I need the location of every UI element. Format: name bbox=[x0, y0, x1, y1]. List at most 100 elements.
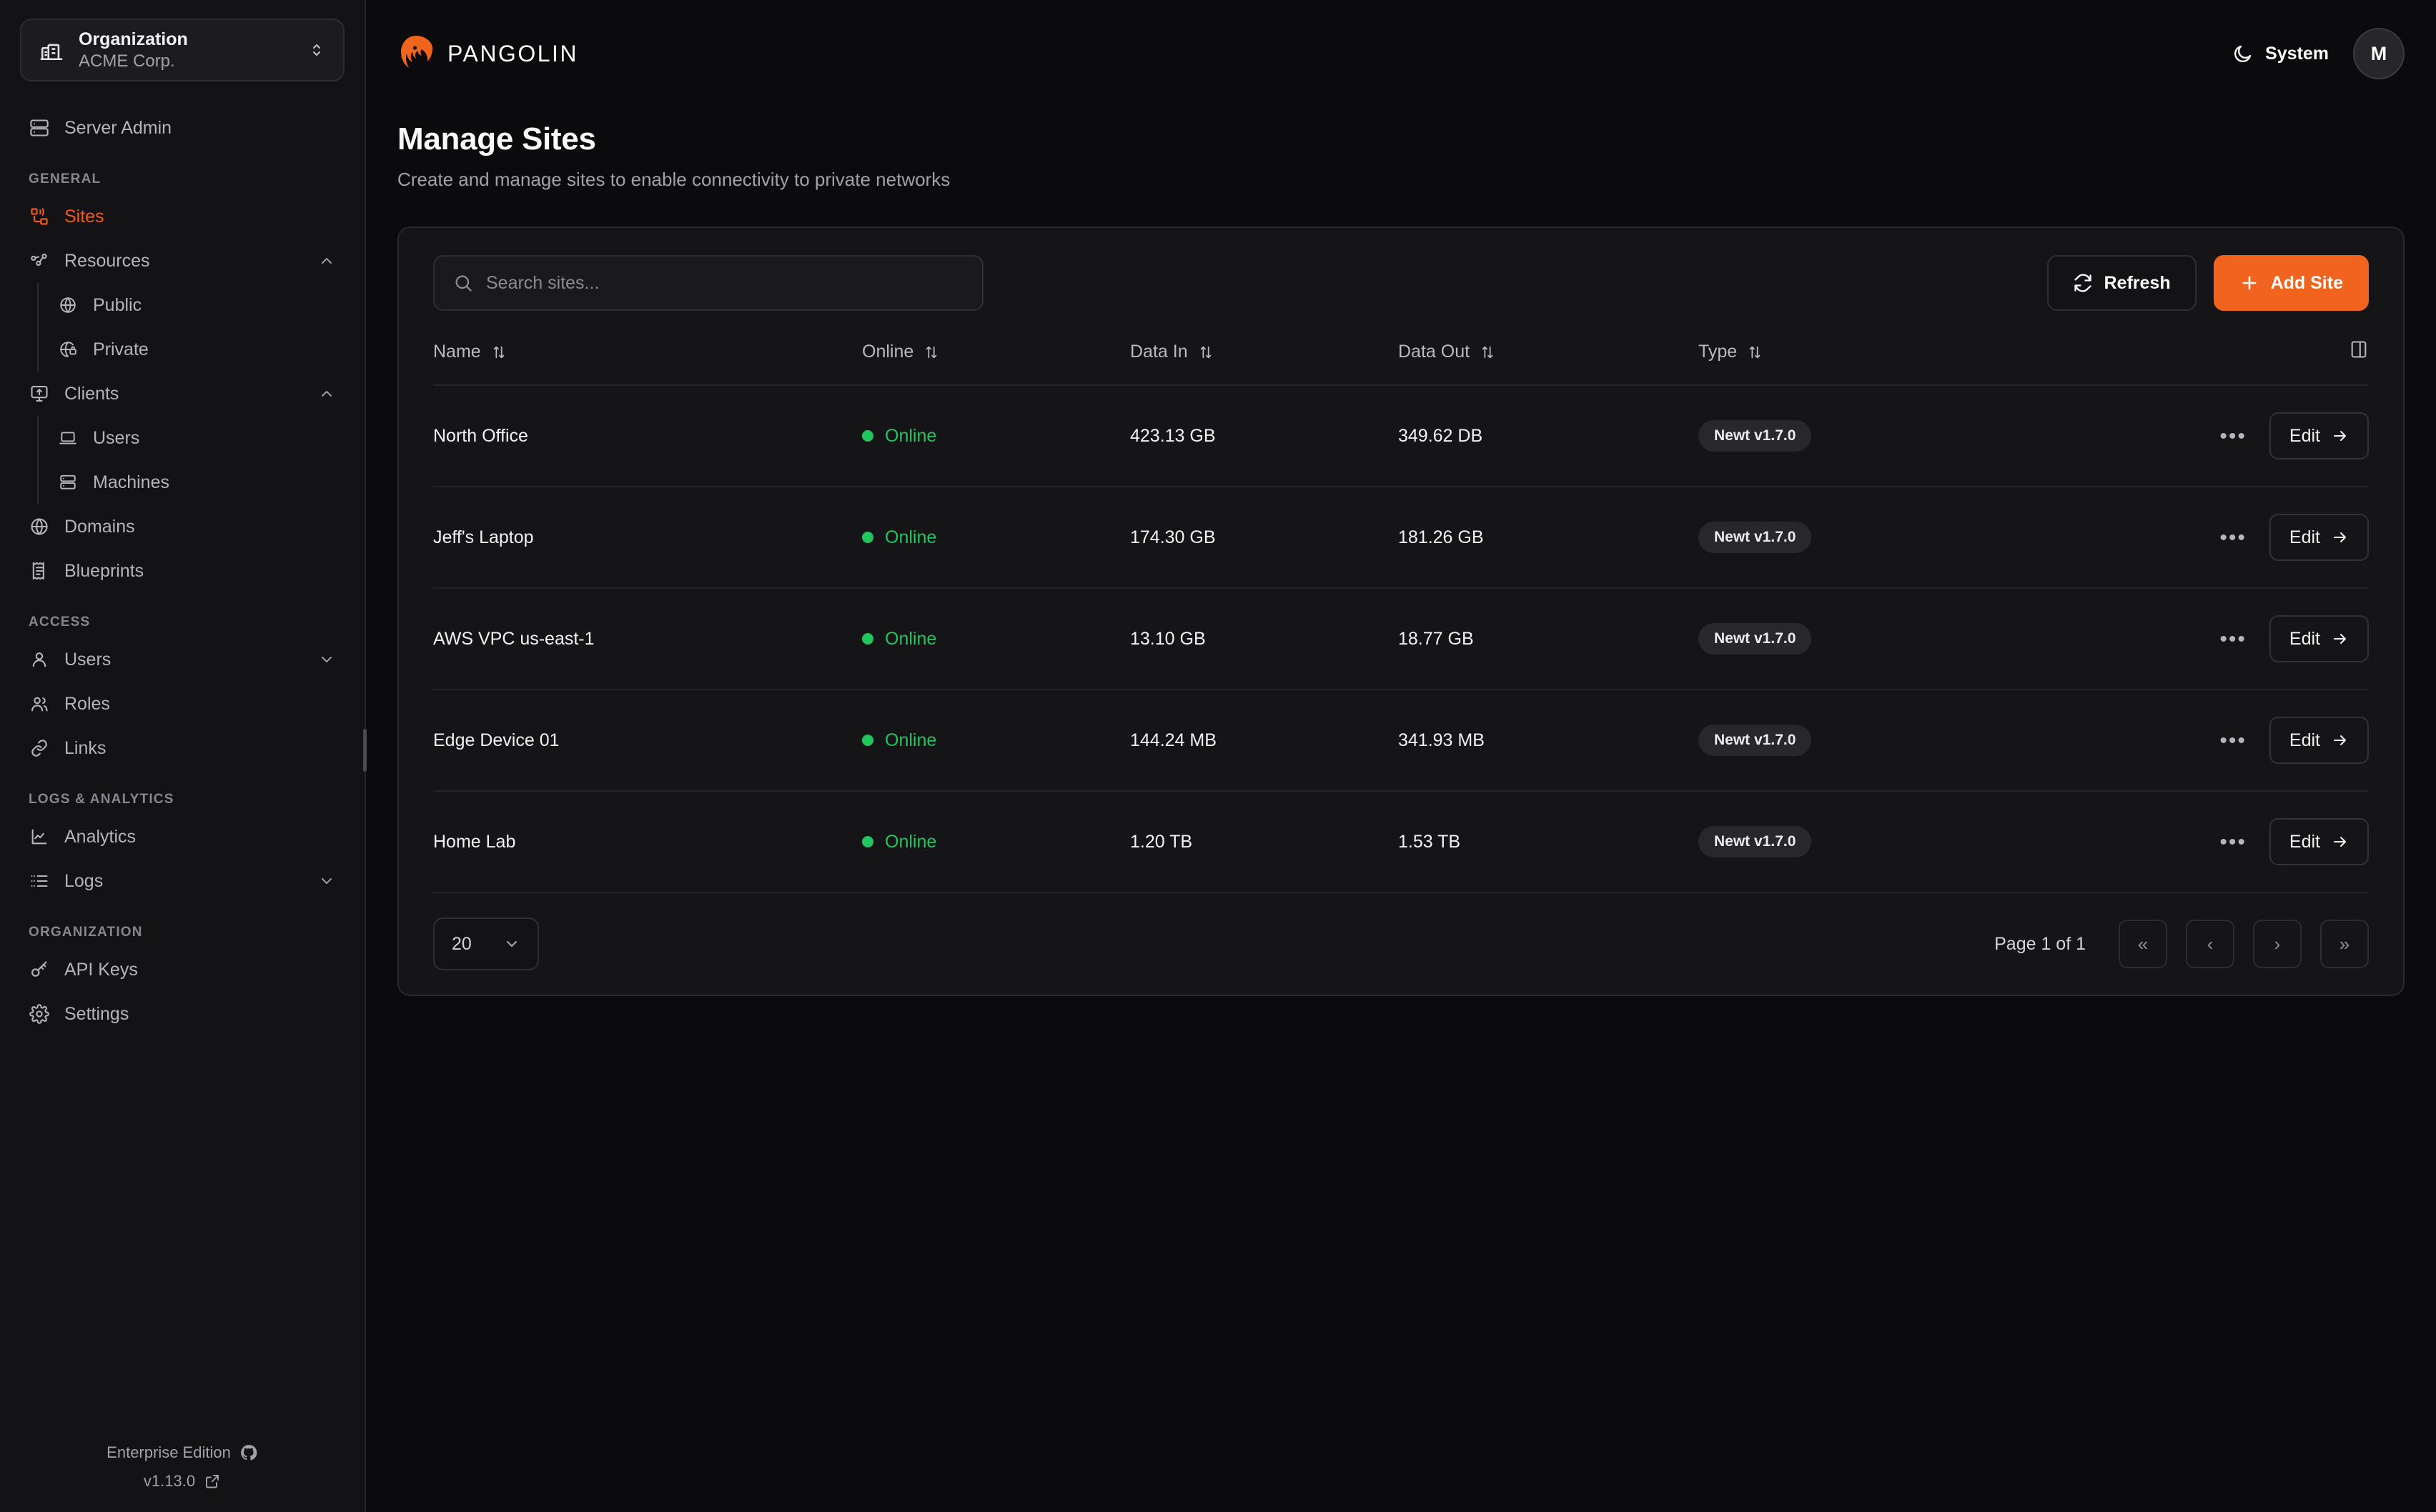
avatar[interactable]: M bbox=[2353, 28, 2405, 79]
table-row[interactable]: AWS VPC us-east-1 Online 13.10 GB 18.77 … bbox=[433, 588, 2369, 690]
column-label: Type bbox=[1698, 342, 1738, 362]
brand-logo[interactable]: PANGOLIN bbox=[397, 34, 578, 73]
sidebar-item-private[interactable]: Private bbox=[39, 327, 346, 372]
sort-icon bbox=[1747, 344, 1763, 360]
theme-label: System bbox=[2265, 43, 2329, 64]
pagination: 20 Page 1 of 1 « ‹ › » bbox=[433, 917, 2369, 970]
cell-data-in: 13.10 GB bbox=[1130, 588, 1398, 690]
column-header-online[interactable]: Online bbox=[862, 339, 1130, 386]
sites-table: Name Online bbox=[433, 339, 2369, 893]
column-header-name[interactable]: Name bbox=[433, 339, 862, 386]
refresh-button[interactable]: Refresh bbox=[2046, 255, 2197, 311]
cell-online: Online bbox=[862, 588, 1130, 690]
external-link-icon bbox=[204, 1473, 221, 1490]
users-icon bbox=[29, 693, 50, 715]
table-header-row: Name Online bbox=[433, 339, 2369, 386]
sidebar-item-machines[interactable]: Machines bbox=[39, 460, 346, 504]
page-info: Page 1 of 1 bbox=[1994, 933, 2086, 954]
sidebar-nav: Server Admin GENERAL Sites Resources bbox=[0, 106, 365, 1443]
sidebar-item-label: Machines bbox=[93, 472, 169, 492]
row-menu-icon[interactable]: ••• bbox=[2219, 830, 2247, 854]
first-page-button[interactable]: « bbox=[2119, 920, 2167, 968]
edit-button[interactable]: Edit bbox=[2269, 818, 2369, 865]
type-badge: Newt v1.7.0 bbox=[1698, 522, 1812, 553]
status-label: Online bbox=[885, 425, 937, 446]
cell-online: Online bbox=[862, 487, 1130, 589]
sidebar-item-settings[interactable]: Settings bbox=[19, 992, 346, 1036]
line-chart-icon bbox=[29, 826, 50, 847]
sidebar-item-label: Domains bbox=[64, 516, 135, 537]
table-row[interactable]: North Office Online 423.13 GB 349.62 DB … bbox=[433, 385, 2369, 487]
next-page-button[interactable]: › bbox=[2253, 920, 2302, 968]
column-header-data-in[interactable]: Data In bbox=[1130, 339, 1398, 386]
table-row[interactable]: Edge Device 01 Online 144.24 MB 341.93 M… bbox=[433, 690, 2369, 792]
row-menu-icon[interactable]: ••• bbox=[2219, 728, 2247, 752]
table-row[interactable]: Jeff's Laptop Online 174.30 GB 181.26 GB… bbox=[433, 487, 2369, 589]
sidebar-item-sites[interactable]: Sites bbox=[19, 194, 346, 239]
sidebar-item-users[interactable]: Users bbox=[19, 637, 346, 682]
org-switcher[interactable]: Organization ACME Corp. bbox=[20, 19, 345, 81]
search-box[interactable] bbox=[433, 255, 984, 311]
sidebar-item-label: Server Admin bbox=[64, 117, 172, 138]
main-area: PANGOLIN System M Manage Sites Create an… bbox=[366, 0, 2436, 1512]
status-label: Online bbox=[885, 730, 937, 750]
search-input[interactable] bbox=[486, 272, 964, 294]
sidebar-item-roles[interactable]: Roles bbox=[19, 682, 346, 726]
arrow-right-icon bbox=[2332, 833, 2349, 850]
last-page-button[interactable]: » bbox=[2320, 920, 2369, 968]
column-header-type[interactable]: Type bbox=[1698, 339, 2183, 386]
edit-button[interactable]: Edit bbox=[2269, 412, 2369, 459]
table-body: North Office Online 423.13 GB 349.62 DB … bbox=[433, 385, 2369, 893]
org-name: ACME Corp. bbox=[79, 51, 175, 71]
prev-page-button[interactable]: ‹ bbox=[2186, 920, 2234, 968]
clients-subgroup: Users Machines bbox=[37, 416, 346, 504]
chevron-up-down-icon bbox=[306, 36, 327, 64]
sort-icon bbox=[1480, 344, 1495, 360]
page-size-select[interactable]: 20 bbox=[433, 917, 539, 970]
edit-button[interactable]: Edit bbox=[2269, 615, 2369, 662]
resources-subgroup: Public Private bbox=[37, 283, 346, 372]
row-menu-icon[interactable]: ••• bbox=[2219, 424, 2247, 448]
sidebar-item-label: Users bbox=[64, 649, 112, 670]
refresh-icon bbox=[2073, 273, 2093, 293]
row-menu-icon[interactable]: ••• bbox=[2219, 627, 2247, 651]
cell-data-in: 1.20 TB bbox=[1130, 791, 1398, 893]
sidebar-item-server-admin[interactable]: Server Admin bbox=[19, 106, 346, 150]
sidebar-section-access: ACCESS bbox=[29, 615, 91, 630]
search-icon bbox=[453, 273, 473, 293]
arrow-right-icon bbox=[2332, 732, 2349, 749]
cell-name: Home Lab bbox=[433, 791, 862, 893]
sidebar-item-label: Resources bbox=[64, 250, 150, 271]
top-bar-actions: System M bbox=[2232, 28, 2405, 79]
sidebar-scrollbar[interactable] bbox=[363, 729, 367, 772]
sidebar-item-resources[interactable]: Resources bbox=[19, 239, 346, 283]
sidebar-item-domains[interactable]: Domains bbox=[19, 504, 346, 549]
sidebar-item-blueprints[interactable]: Blueprints bbox=[19, 549, 346, 593]
status-dot bbox=[862, 633, 873, 645]
cell-data-in: 174.30 GB bbox=[1130, 487, 1398, 589]
sidebar-item-clients[interactable]: Clients bbox=[19, 372, 346, 416]
column-visibility-icon[interactable] bbox=[2349, 339, 2369, 359]
server-icon bbox=[29, 117, 50, 139]
edition-link[interactable]: Enterprise Edition bbox=[107, 1443, 258, 1462]
theme-toggle[interactable]: System bbox=[2232, 43, 2329, 64]
sidebar-item-analytics[interactable]: Analytics bbox=[19, 815, 346, 859]
edit-button[interactable]: Edit bbox=[2269, 717, 2369, 764]
sidebar-item-client-users[interactable]: Users bbox=[39, 416, 346, 460]
cell-data-out: 18.77 GB bbox=[1398, 588, 1698, 690]
version-link[interactable]: v1.13.0 bbox=[144, 1472, 221, 1491]
sidebar-item-links[interactable]: Links bbox=[19, 726, 346, 770]
column-header-data-out[interactable]: Data Out bbox=[1398, 339, 1698, 386]
sidebar-item-logs[interactable]: Logs bbox=[19, 859, 346, 903]
page-title: Manage Sites bbox=[397, 121, 596, 156]
sidebar-item-api-keys[interactable]: API Keys bbox=[19, 948, 346, 992]
card-toolbar: Refresh Add Site bbox=[433, 255, 2369, 311]
cell-name: Edge Device 01 bbox=[433, 690, 862, 792]
cell-data-out: 181.26 GB bbox=[1398, 487, 1698, 589]
cell-data-out: 1.53 TB bbox=[1398, 791, 1698, 893]
sidebar-item-public[interactable]: Public bbox=[39, 283, 346, 327]
table-row[interactable]: Home Lab Online 1.20 TB 1.53 TB Newt v1.… bbox=[433, 791, 2369, 893]
add-site-button[interactable]: Add Site bbox=[2213, 255, 2369, 311]
row-menu-icon[interactable]: ••• bbox=[2219, 525, 2247, 549]
edit-button[interactable]: Edit bbox=[2269, 514, 2369, 561]
